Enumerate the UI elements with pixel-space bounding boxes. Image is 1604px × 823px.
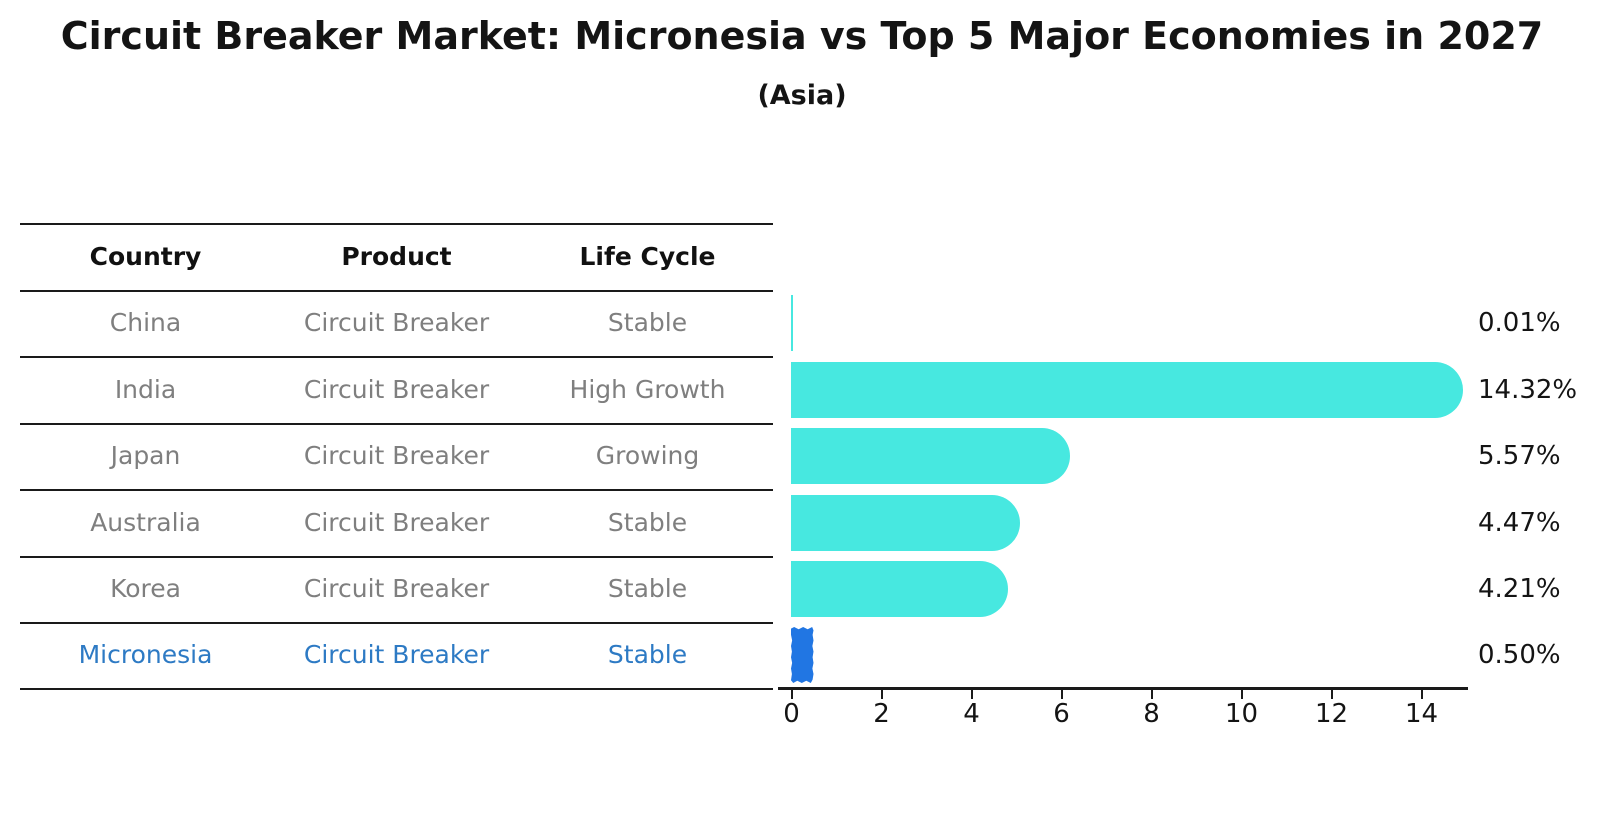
table-cell-country: Australia	[90, 507, 201, 537]
table-grid-line	[20, 223, 773, 225]
table-cell-life_cycle: Stable	[607, 574, 688, 603]
table-cell-country: Korea	[110, 574, 181, 603]
bar-highlight	[791, 627, 814, 683]
x-axis-tick	[1150, 690, 1153, 699]
chart-subtitle: (Asia)	[757, 80, 847, 111]
bar-value-label: 0.50%	[1478, 640, 1561, 670]
x-axis-tick	[790, 690, 793, 699]
x-axis-tick	[880, 690, 883, 699]
bar	[791, 428, 1070, 484]
table-cell-product: Circuit Breaker	[303, 507, 490, 537]
x-axis-tick-label: 4	[963, 699, 980, 729]
x-axis-tick-label: 12	[1314, 699, 1349, 729]
table-cell-country: Japan	[110, 441, 181, 470]
x-axis-line	[778, 687, 1468, 690]
x-axis-tick	[970, 690, 973, 699]
chart-title: Circuit Breaker Market: Micronesia vs To…	[60, 14, 1544, 58]
table-cell-life_cycle: Stable	[607, 507, 688, 537]
x-axis-tick-label: 8	[1143, 699, 1160, 729]
table-cell-life_cycle: Growing	[595, 441, 700, 470]
column-header: Product	[341, 241, 452, 271]
table-cell-country: Micronesia	[78, 640, 213, 669]
table-cell-product: Circuit Breaker	[303, 374, 490, 404]
bar-value-label: 0.01%	[1478, 308, 1561, 338]
bar-value-label: 4.47%	[1478, 507, 1561, 538]
x-axis-tick	[1330, 690, 1333, 699]
x-axis-tick-label: 10	[1224, 699, 1259, 729]
x-axis-tick-label: 2	[873, 699, 890, 729]
table-cell-product: Circuit Breaker	[303, 640, 490, 669]
bar-value-label: 4.21%	[1478, 574, 1561, 604]
table-cell-country: India	[114, 374, 177, 404]
bar	[791, 494, 1021, 551]
table-cell-life_cycle: Stable	[607, 640, 688, 669]
table-grid-line	[20, 489, 773, 491]
table-grid-line	[20, 622, 773, 624]
column-header: Life Cycle	[579, 241, 716, 271]
bar	[791, 561, 1009, 617]
bar	[791, 295, 793, 351]
table-cell-product: Circuit Breaker	[303, 441, 490, 470]
x-axis-tick	[1240, 690, 1243, 699]
bar	[791, 361, 1464, 418]
bar-value-label: 5.57%	[1478, 441, 1561, 471]
x-axis-tick	[1420, 690, 1423, 699]
table-cell-life_cycle: Stable	[607, 308, 688, 337]
table-grid-line	[20, 290, 773, 292]
x-axis-tick-label: 14	[1404, 699, 1439, 729]
column-header: Country	[89, 241, 202, 271]
table-grid-line	[20, 688, 773, 690]
table-cell-life_cycle: High Growth	[569, 374, 726, 404]
table-grid-line	[20, 356, 773, 358]
x-axis-tick-label: 6	[1053, 699, 1070, 729]
table-cell-country: China	[109, 308, 182, 337]
x-axis-tick	[1060, 690, 1063, 699]
table-cell-product: Circuit Breaker	[303, 574, 490, 603]
x-axis-tick-label: 0	[783, 699, 800, 729]
table-grid-line	[20, 556, 773, 558]
table-grid-line	[20, 423, 773, 425]
table-cell-product: Circuit Breaker	[303, 308, 490, 337]
bar-value-label: 14.32%	[1478, 374, 1578, 405]
